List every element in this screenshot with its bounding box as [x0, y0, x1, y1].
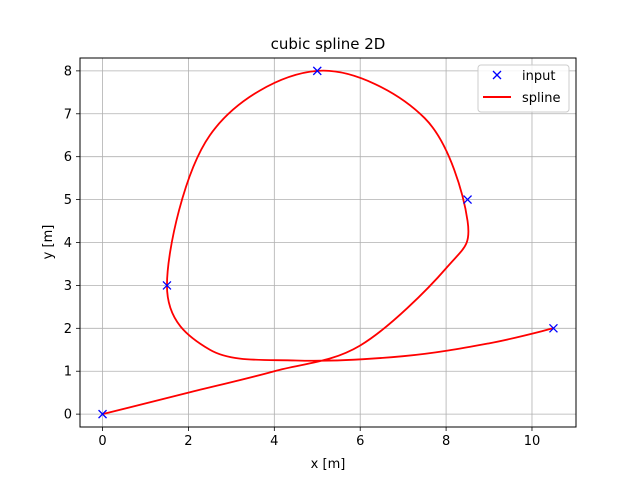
data-point-input — [98, 409, 108, 419]
chart-title: cubic spline 2D — [271, 35, 386, 53]
data-point-input — [312, 66, 322, 76]
y-tick-label: 3 — [64, 279, 72, 294]
legend-box — [477, 64, 570, 113]
y-tick-label: 6 — [64, 150, 72, 165]
y-tick-label: 2 — [64, 322, 72, 337]
legend-label-input: input — [522, 69, 555, 84]
y-tick-label: 0 — [64, 408, 72, 423]
x-tick-label: 4 — [270, 434, 278, 449]
x-tick-label: 10 — [524, 434, 541, 449]
series-line-spline — [102, 69, 554, 416]
y-axis-ticks: 0 1 2 3 4 5 6 7 8 — [64, 64, 80, 423]
x-tick-label: 2 — [184, 434, 192, 449]
x-tick-label: 0 — [98, 434, 106, 449]
x-tick-label: 6 — [356, 434, 364, 449]
y-axis-label: y [m] — [41, 225, 56, 260]
x-axis-ticks: 0 2 4 6 8 10 — [98, 427, 540, 449]
y-tick-label: 1 — [64, 365, 72, 380]
data-point-input — [463, 195, 473, 205]
legend-label-spline: spline — [522, 91, 561, 106]
legend-marker-input — [492, 70, 502, 80]
plot-area — [98, 66, 558, 419]
legend: input spline — [477, 64, 570, 113]
x-axis-label: x [m] — [311, 457, 346, 472]
x-tick-label: 8 — [442, 434, 450, 449]
data-point-input — [548, 323, 558, 333]
y-tick-label: 4 — [64, 236, 72, 251]
y-tick-label: 8 — [64, 64, 72, 79]
data-point-input — [162, 280, 172, 290]
y-tick-label: 7 — [64, 107, 72, 122]
y-tick-label: 5 — [64, 193, 72, 208]
